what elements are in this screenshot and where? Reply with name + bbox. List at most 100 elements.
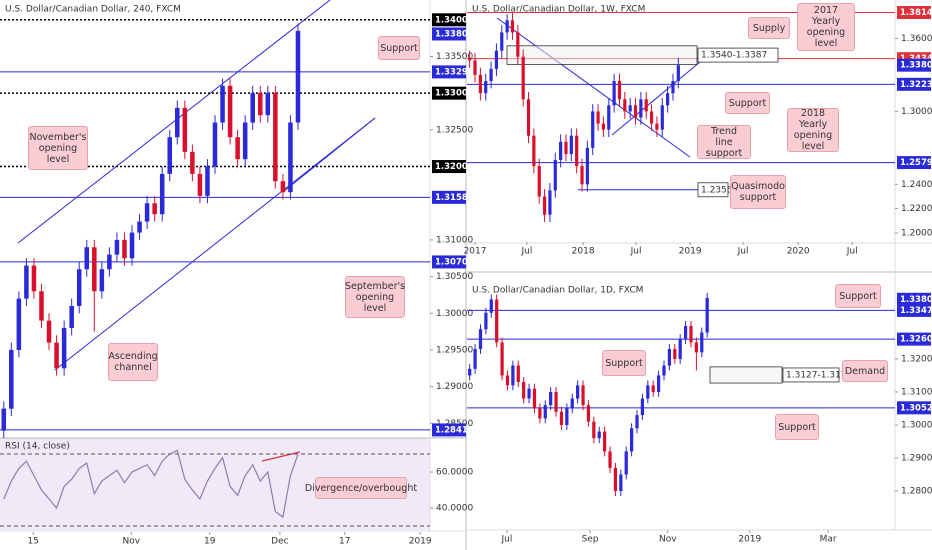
candle-body	[16, 298, 22, 350]
candle-body	[122, 239, 127, 259]
y-tick-label: 1.30000	[901, 107, 932, 117]
candle-body	[46, 320, 52, 343]
level-label-box	[432, 190, 466, 204]
level-label: 1.31580	[435, 193, 474, 203]
candle-body	[516, 365, 520, 383]
candle-body	[468, 57, 472, 61]
x-tick-label: 19	[204, 537, 216, 547]
candle-body	[678, 339, 682, 359]
x-tick-label: Jul	[501, 535, 513, 545]
level-label: 1.30520	[900, 403, 932, 413]
candle-body	[585, 147, 589, 185]
candle-body	[581, 385, 585, 406]
y-tick-label: 1.33500	[436, 52, 473, 62]
annotation: Trend line support	[697, 125, 751, 159]
channel-line	[282, 117, 376, 193]
candle-body	[619, 474, 623, 492]
candle-body	[662, 365, 666, 376]
level-label-box	[432, 86, 466, 100]
annotation: Ascending channel	[108, 343, 158, 381]
candle-body	[542, 196, 547, 215]
candle-body	[9, 349, 14, 409]
annotation: Demand	[842, 360, 888, 382]
candle-body	[603, 431, 607, 452]
candle-body	[526, 99, 531, 136]
y-tick-label: 1.24000	[901, 180, 932, 190]
candle-body	[554, 391, 558, 412]
candle-body	[671, 81, 675, 94]
level-label-box	[897, 401, 931, 415]
trend-line	[611, 61, 701, 136]
y-tick-label: 1.30000	[436, 309, 473, 319]
zone-label: 1.3127-1.3176	[786, 370, 853, 380]
candle-body	[569, 135, 573, 154]
candle-body	[220, 85, 225, 123]
candle-body	[516, 32, 520, 57]
candle-body	[667, 349, 672, 366]
candle-body	[666, 93, 670, 106]
level-label-box	[897, 58, 931, 72]
level-label: 1.32230	[900, 80, 932, 90]
y-tick-label: 1.31000	[436, 235, 473, 245]
annotation: Support	[775, 414, 819, 440]
candle-body	[673, 349, 677, 359]
annotation: Support	[378, 36, 420, 60]
x-tick-label: 2018	[572, 247, 595, 257]
candle-body	[601, 123, 606, 130]
candle-body	[597, 431, 601, 439]
x-tick-label: Sep	[582, 535, 599, 545]
annotation: Support	[602, 350, 646, 376]
candle-body	[629, 428, 634, 452]
candle-body	[640, 398, 645, 416]
y-tick-label: 1.20000	[901, 228, 932, 238]
chart-title: U.S. Dollar/Canadian Dollar, 1W, FXCM	[472, 5, 645, 15]
x-tick-label: Jul	[520, 247, 532, 257]
candle-body	[570, 398, 574, 409]
candle-body	[646, 385, 650, 399]
level-label-box	[897, 332, 931, 346]
candle-body	[175, 107, 180, 138]
x-tick-label: 2019	[409, 537, 432, 547]
candle-body	[510, 20, 515, 33]
level-label: 1.30700	[435, 257, 474, 267]
candle-body	[511, 365, 515, 386]
candle-body	[54, 342, 59, 369]
candle-body	[205, 166, 210, 196]
zone-label-box	[697, 47, 779, 63]
candle-body	[532, 135, 536, 167]
candle-body	[212, 122, 218, 167]
candle-body	[586, 405, 591, 422]
annotation: November's opening level	[28, 126, 88, 170]
rsi-line	[3, 449, 299, 519]
level-label: 1.33290	[435, 67, 474, 77]
x-tick-label: Jul	[630, 247, 642, 257]
candle-body	[537, 166, 541, 197]
candle-body	[159, 173, 165, 215]
candle-body	[538, 408, 542, 419]
candle-body	[700, 332, 704, 353]
candle-body	[705, 297, 709, 333]
annotation: Supply	[748, 17, 790, 39]
y-tick-label: 1.29500	[436, 345, 473, 355]
candle-body	[76, 269, 82, 306]
x-tick-label: Mar	[820, 535, 837, 545]
candle-body	[532, 388, 537, 409]
annotation: Support	[725, 92, 770, 114]
candle-body	[242, 122, 248, 160]
candle-body	[694, 342, 699, 353]
candle-body	[107, 254, 112, 270]
candle-body	[649, 111, 654, 124]
candle-body	[473, 60, 477, 75]
candle-body	[227, 85, 233, 138]
level-label-box	[432, 423, 466, 437]
y-tick-label: 1.29000	[436, 382, 473, 392]
candle-body	[559, 141, 563, 161]
annotation: 2017 Yearly opening level	[797, 3, 855, 51]
level-label-box	[897, 156, 931, 170]
candle-body	[495, 299, 499, 343]
level-label-box	[432, 13, 466, 27]
y-tick-label: 1.30000	[901, 420, 932, 430]
candle-body	[99, 269, 105, 292]
level-label: 1.32600	[900, 335, 932, 345]
